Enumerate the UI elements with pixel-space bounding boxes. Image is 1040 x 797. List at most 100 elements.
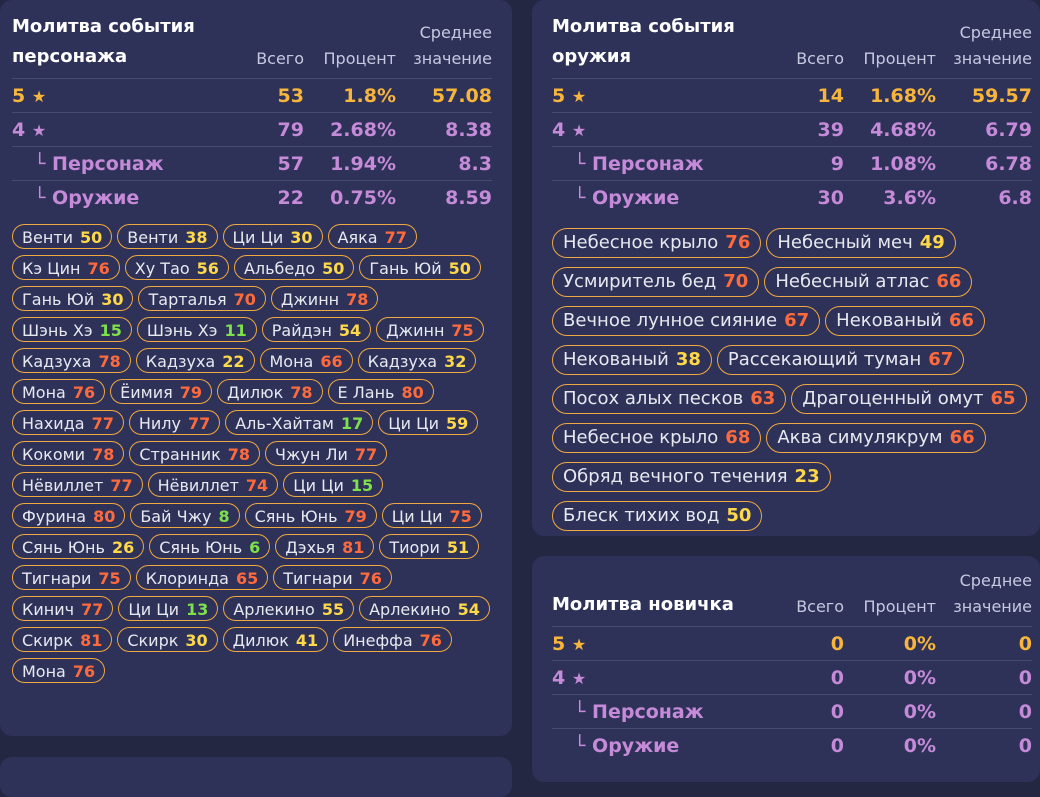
pity-count: 75 — [98, 569, 121, 588]
row-4star: 4 ★ 39 4.68% 6.79 — [552, 112, 1032, 147]
row-avg: 57.08 — [396, 78, 492, 113]
pull-chip: Ци Ци 30 — [222, 224, 323, 249]
pull-name: Сянь Юнь — [22, 538, 105, 557]
pity-count: 76 — [87, 259, 110, 278]
row-5star: 5 ★ 0 0% 0 — [552, 626, 1032, 661]
row-4star: 4 ★ 79 2.68% 8.38 — [12, 112, 492, 147]
pull-chip: Нилу 77 — [128, 410, 221, 435]
pull-name: Ци Ци — [128, 600, 180, 619]
pity-count: 75 — [449, 507, 472, 526]
star-icon: ★ — [571, 120, 587, 140]
pull-name: Скирк — [127, 631, 179, 650]
pull-chip: Ёимия 79 — [110, 379, 212, 404]
pull-name: Фурина — [22, 507, 87, 526]
row-label: 5 — [552, 84, 566, 107]
row-label: └ Персонаж — [12, 146, 232, 181]
row-avg: 0 — [936, 660, 1032, 695]
pity-count: 11 — [224, 321, 247, 340]
pull-chip: Гань Юй 30 — [12, 286, 134, 311]
pity-count: 79 — [344, 507, 367, 526]
weapon-pull-history: Небесное крыло 76 Небесный меч 49 Усмиритель… — [552, 228, 1032, 531]
pity-count: 32 — [444, 352, 467, 371]
row-4star-character: └ Персонаж 9 1.08% 6.78 — [552, 146, 1032, 181]
row-total: 57 — [232, 146, 304, 181]
pull-name: Дэхья — [285, 538, 336, 557]
pull-name: Шэнь Хэ — [146, 321, 218, 340]
pull-name: Странник — [139, 445, 221, 464]
pull-chip: Вечное лунное сияние 67 — [552, 306, 821, 336]
row-total: 53 — [232, 78, 304, 113]
pull-name: Посох алых песков — [563, 388, 744, 409]
pity-count: 74 — [245, 476, 269, 495]
pull-chip: Драгоценный омут 65 — [791, 384, 1027, 414]
pity-count: 70 — [723, 271, 749, 292]
row-label: 4 — [552, 666, 566, 689]
pull-name: Ху Тао — [134, 259, 190, 278]
pull-chip: Дэхья 81 — [275, 534, 375, 559]
row-avg: 0 — [936, 694, 1032, 729]
row-4star-character: └ Персонаж 57 1.94% 8.3 — [12, 146, 492, 181]
pity-count: 77 — [187, 414, 211, 433]
pull-name: Сянь Юнь — [254, 507, 338, 526]
pity-count: 78 — [98, 352, 121, 371]
pull-chip: Усмиритель бед 70 — [552, 267, 760, 297]
pull-chip: Шэнь Хэ 11 — [136, 317, 257, 342]
star-icon: ★ — [31, 86, 47, 106]
pull-name: Венти — [22, 228, 73, 247]
pull-chip: Фурина 80 — [12, 503, 126, 528]
pull-name: Небесный атлас — [775, 271, 930, 292]
pull-chip: Нахида 77 — [12, 410, 124, 435]
pity-count: 51 — [446, 538, 470, 557]
pity-count: 38 — [675, 349, 701, 370]
pull-name: Инеффа — [343, 631, 413, 650]
pity-count: 67 — [928, 349, 954, 370]
row-4star-character: └ Персонаж 0 0% 0 — [552, 694, 1032, 729]
pull-name: Кадзуха — [22, 352, 92, 371]
card-title: Молитва события оружия — [552, 16, 735, 67]
pull-chip: Рассекающий туман 67 — [716, 345, 965, 375]
row-avg: 8.59 — [396, 180, 492, 214]
pity-count: 78 — [92, 445, 115, 464]
pull-chip: Нёвиллет 74 — [147, 472, 279, 497]
pull-name: Аяка — [337, 228, 378, 247]
pull-name: Бай Чжу — [140, 507, 212, 526]
pull-chip: Небесное крыло 68 — [552, 423, 762, 453]
pull-chip: Е Лань 80 — [327, 379, 434, 404]
pull-chip: Посох алых песков 63 — [552, 384, 787, 414]
pity-count: 76 — [359, 569, 382, 588]
row-pct: 0% — [844, 660, 936, 695]
pull-chip: Кэ Цин 76 — [12, 255, 120, 280]
pull-chip: Небесный атлас 66 — [764, 267, 973, 297]
row-5star: 5 ★ 53 1.8% 57.08 — [12, 78, 492, 113]
row-pct: 1.8% — [304, 78, 396, 113]
pity-count: 77 — [81, 600, 104, 619]
pull-chip: Скирк 30 — [117, 627, 218, 652]
col-total: Всего — [796, 597, 844, 616]
pity-count: 65 — [235, 569, 259, 588]
pull-name: Кинич — [22, 600, 75, 619]
row-5star: 5 ★ 14 1.68% 59.57 — [552, 78, 1032, 113]
pull-name: Чжун Ли — [275, 445, 348, 464]
row-total: 14 — [772, 78, 844, 113]
pull-chip: Тигнари 75 — [12, 565, 131, 590]
pity-count: 77 — [384, 228, 407, 247]
card-title: Молитва события персонажа — [12, 16, 195, 67]
pity-count: 15 — [350, 476, 374, 495]
pull-chip: Шэнь Хэ 15 — [12, 317, 132, 342]
pity-count: 55 — [321, 600, 345, 619]
pull-name: Вечное лунное сияние — [563, 310, 778, 331]
row-total: 0 — [772, 728, 844, 762]
pull-chip: Сянь Юнь 79 — [244, 503, 377, 528]
pity-count: 8 — [218, 507, 230, 526]
row-pct: 1.68% — [844, 78, 936, 113]
pull-name: Тигнари — [283, 569, 353, 588]
pull-chip: Тигнари 76 — [273, 565, 392, 590]
pull-name: Обряд вечного течения — [563, 466, 788, 487]
pity-count: 66 — [949, 427, 975, 448]
row-pct: 3.6% — [844, 180, 936, 214]
pull-name: Арлекино — [369, 600, 451, 619]
row-total: 22 — [232, 180, 304, 214]
pity-count: 54 — [338, 321, 362, 340]
row-avg: 8.38 — [396, 112, 492, 147]
pity-count: 75 — [451, 321, 474, 340]
